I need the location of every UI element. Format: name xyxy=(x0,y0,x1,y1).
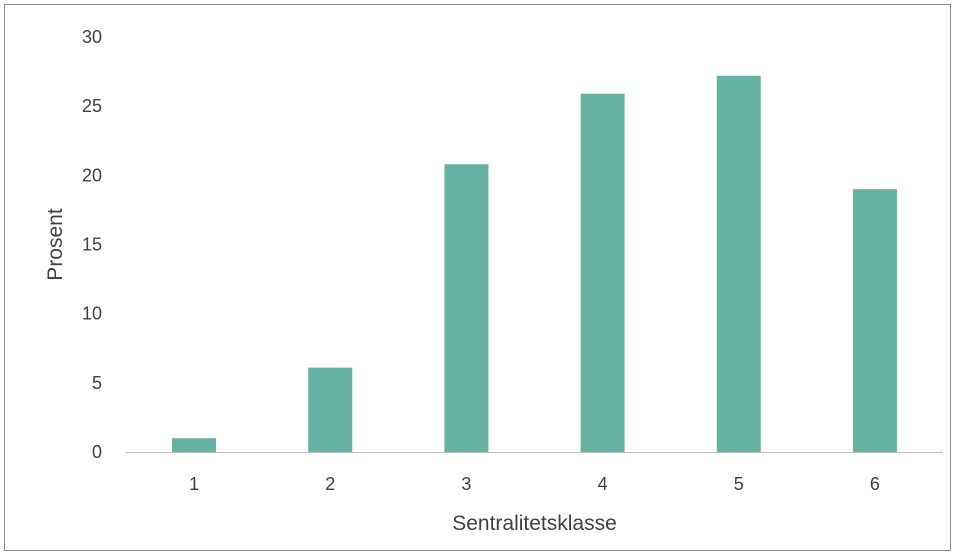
x-tick-label: 6 xyxy=(870,474,880,494)
x-tick-label: 3 xyxy=(461,474,471,494)
y-tick-labels: 0 5 10 15 20 25 30 xyxy=(82,27,102,462)
y-tick-label: 0 xyxy=(92,442,102,462)
y-tick-label: 5 xyxy=(92,373,102,393)
y-tick-label: 15 xyxy=(82,235,102,255)
y-tick-label: 30 xyxy=(82,27,102,47)
bar-1 xyxy=(172,438,217,452)
y-tick-label: 20 xyxy=(82,165,102,185)
bar-3 xyxy=(444,164,489,452)
bar-6 xyxy=(852,189,897,453)
bars-group xyxy=(172,75,897,453)
y-tick-label: 10 xyxy=(82,304,102,324)
x-axis-title: Sentralitetsklasse xyxy=(452,512,617,535)
x-tick-label: 2 xyxy=(325,474,335,494)
bar-2 xyxy=(308,367,353,452)
bar-4 xyxy=(580,93,625,452)
bar-5 xyxy=(716,75,761,452)
x-tick-label: 4 xyxy=(598,474,608,494)
x-tick-labels: 1 2 3 4 5 6 xyxy=(189,474,880,494)
x-tick-label: 5 xyxy=(734,474,744,494)
y-axis-title: Prosent xyxy=(44,208,67,281)
x-tick-label: 1 xyxy=(189,474,199,494)
y-tick-label: 25 xyxy=(82,96,102,116)
